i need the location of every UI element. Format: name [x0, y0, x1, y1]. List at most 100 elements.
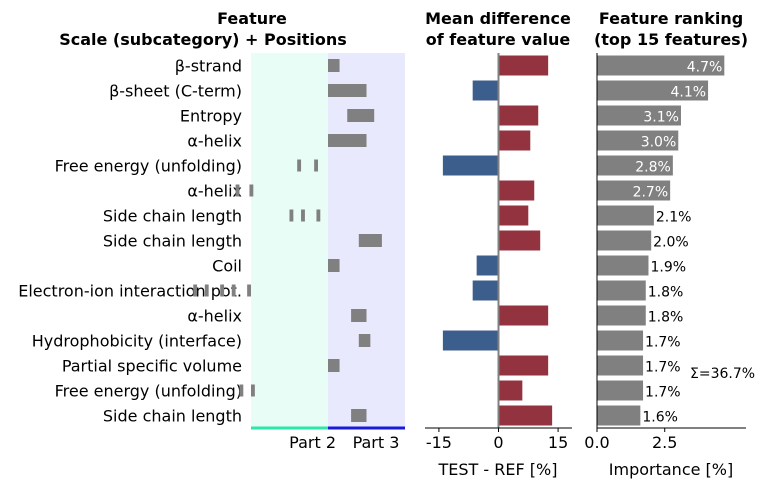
importance-bar — [597, 230, 652, 251]
importance-value-label: 2.0% — [653, 235, 689, 251]
position-mark — [328, 359, 340, 372]
panel-2-title-line-1: Mean difference — [425, 9, 571, 28]
position-mark — [204, 284, 209, 297]
difference-bar — [498, 130, 531, 151]
panel-3-title-line-1: Feature ranking — [599, 9, 743, 28]
panel-2-title-line-2: of feature value — [426, 30, 571, 49]
importance-bar — [597, 255, 649, 276]
position-mark — [328, 134, 367, 147]
position-mark — [358, 234, 382, 247]
position-mark — [231, 284, 236, 297]
mean-difference-bars — [442, 55, 553, 426]
x-ticks: 0.0 2.5 — [584, 428, 677, 452]
importance-bar — [597, 330, 644, 351]
feature-label: β-strand — [175, 57, 242, 76]
x-tick-label: 0.0 — [584, 433, 609, 452]
importance-value-label: 2.7% — [633, 185, 669, 201]
position-mark — [235, 184, 240, 197]
feature-label: α-helix — [187, 307, 242, 326]
difference-bar — [498, 380, 523, 401]
difference-bar — [498, 205, 529, 226]
importance-bar — [597, 405, 641, 426]
position-mark — [239, 384, 244, 397]
feature-label: Side chain length — [103, 207, 242, 226]
importance-value-label: 1.6% — [642, 410, 678, 426]
difference-bar — [442, 330, 499, 351]
feature-label: Electron-ion interaction pot. — [18, 282, 242, 301]
importance-value-label: 3.1% — [643, 110, 679, 126]
feature-label: Free energy (unfolding) — [55, 157, 242, 176]
panel-1-title-line-1: Feature — [217, 9, 287, 28]
x-ticks: -15 0 15 — [426, 428, 568, 452]
importance-value-label: 1.8% — [648, 310, 684, 326]
importance-value-label: 1.8% — [648, 285, 684, 301]
feature-label: Partial specific volume — [62, 357, 242, 376]
panel-1-title-line-2: Scale (subcategory) + Positions — [59, 30, 347, 49]
position-mark — [316, 209, 321, 222]
position-mark — [347, 109, 375, 122]
feature-label: β-sheet (C-term) — [109, 82, 242, 101]
feature-label: Coil — [212, 257, 242, 276]
difference-bar — [476, 255, 499, 276]
importance-bar — [597, 55, 725, 76]
difference-bar — [498, 305, 549, 326]
position-mark — [301, 209, 305, 222]
importance-bar — [597, 380, 644, 401]
feature-label: Entropy — [180, 107, 242, 126]
feature-label: Free energy (unfolding) — [55, 382, 242, 401]
importance-value-label: 1.7% — [645, 335, 681, 351]
position-mark — [289, 209, 294, 222]
importance-value-label: 1.9% — [650, 260, 686, 276]
feature-label: Side chain length — [103, 407, 242, 426]
position-mark — [193, 284, 198, 297]
panel-3-title-line-2: (top 15 features) — [594, 30, 748, 49]
importance-value-label: 4.1% — [670, 85, 706, 101]
position-mark — [249, 184, 254, 197]
position-mark — [314, 159, 318, 172]
mean-difference-panel: -15 0 15 TEST - REF [%] Mean difference of… — [425, 9, 572, 479]
importance-panel: 4.7% 4.1% 3.1% 3.0% 2.8% 2.7% 2.1% 2.0% 1.9% 1.8%… — [584, 9, 755, 479]
difference-bar — [498, 230, 541, 251]
position-mark — [351, 309, 367, 322]
position-mark — [328, 84, 367, 97]
difference-bar — [472, 280, 499, 301]
position-mark — [297, 159, 302, 172]
importance-value-label: 1.7% — [645, 385, 681, 401]
importance-bars: 4.7% 4.1% 3.1% 3.0% 2.8% 2.7% 2.1% 2.0% 1.9% 1.8%… — [597, 55, 725, 426]
x-axis-label: Importance [%] — [609, 460, 733, 479]
x-tick-label: -15 — [426, 433, 452, 452]
difference-bar — [498, 405, 553, 426]
difference-bar — [498, 105, 539, 126]
feature-label: α-helix — [187, 182, 242, 201]
difference-bar — [498, 355, 549, 376]
x-tick-label: 2.5 — [652, 433, 677, 452]
position-mark — [220, 284, 225, 297]
part-2-region — [251, 53, 328, 428]
position-mark — [328, 259, 340, 272]
importance-value-label: 3.0% — [641, 135, 677, 151]
feature-label: Hydrophobicity (interface) — [32, 332, 242, 351]
importance-bar — [597, 355, 644, 376]
importance-bar — [597, 280, 646, 301]
part-2-label: Part 2 — [289, 433, 336, 452]
sum-annotation: Σ=36.7% — [690, 366, 755, 382]
importance-bar — [597, 155, 673, 176]
importance-bar — [597, 305, 646, 326]
importance-value-label: 2.1% — [656, 210, 692, 226]
x-axis-label: TEST - REF [%] — [438, 460, 558, 479]
difference-bar — [498, 55, 549, 76]
importance-bar — [597, 180, 671, 201]
feature-label: Side chain length — [103, 232, 242, 251]
difference-bar — [442, 155, 499, 176]
position-mark — [251, 384, 255, 397]
importance-bar — [597, 130, 679, 151]
importance-value-label: 4.7% — [687, 60, 723, 76]
position-mark — [351, 409, 367, 422]
x-tick-label: 0 — [493, 433, 503, 452]
position-mark — [358, 334, 371, 347]
difference-bar — [472, 80, 499, 101]
position-mark — [328, 59, 340, 72]
x-tick-label: 15 — [548, 433, 568, 452]
position-mark — [247, 284, 251, 297]
